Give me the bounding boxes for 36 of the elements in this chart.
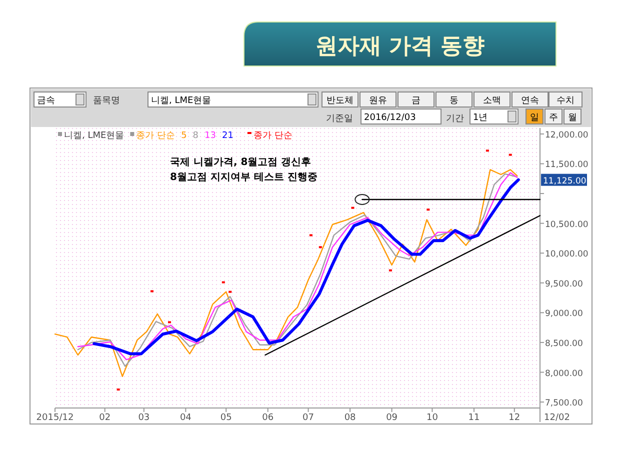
- y-tick-label: 8,000.00: [545, 368, 583, 379]
- text: 8: [192, 131, 199, 141]
- y-tick-label: 11,500.00: [545, 160, 588, 170]
- annotation: 니켈, LME현물: [64, 131, 124, 141]
- text: 5: [181, 131, 187, 141]
- text: 21: [222, 131, 234, 141]
- annotation: 국제 니켈가격, 8월고점 갱신후: [170, 157, 312, 168]
- x-tick-label: 10: [426, 413, 438, 423]
- x-tick-label: 2015/12: [36, 413, 74, 423]
- y-tick-label: 12,000.00: [545, 130, 588, 140]
- x-tick-label: 04: [180, 413, 192, 423]
- text: 13: [204, 131, 216, 141]
- x-tick-label: 08: [344, 413, 356, 423]
- x-tick-label: 02: [99, 413, 111, 423]
- y-tick-label: 9,000.00: [545, 309, 583, 320]
- y-tick-label: 9,500.00: [545, 279, 583, 290]
- annotation: 8월고점 지지여부 테스트 진행중: [170, 172, 318, 183]
- text: 12/02: [544, 413, 570, 423]
- x-tick-label: 06: [262, 413, 274, 423]
- x-tick-label: 11: [468, 413, 480, 423]
- chart-title: 원자재 가격 동향: [315, 34, 485, 59]
- y-tick-label: 10,500.00: [545, 220, 588, 230]
- x-tick-label: 05: [220, 413, 232, 423]
- x-tick-label: 03: [138, 413, 150, 423]
- x-tick-label: 12: [508, 413, 520, 423]
- y-tick-label: 7,500.00: [545, 398, 583, 409]
- y-tick-label: 10,000.00: [545, 250, 588, 260]
- x-tick-label: 07: [302, 413, 314, 423]
- legend-label: 종가 단순: [253, 131, 292, 141]
- text: 품목명: [93, 96, 120, 106]
- legend-title: 종가 단순: [136, 131, 176, 141]
- x-tick-label: 09: [386, 413, 398, 423]
- text: 기간: [446, 114, 464, 124]
- y-tick-label: 8,500.00: [545, 338, 583, 349]
- text: 기준일: [326, 114, 353, 124]
- text: 11,125.00: [543, 176, 586, 186]
